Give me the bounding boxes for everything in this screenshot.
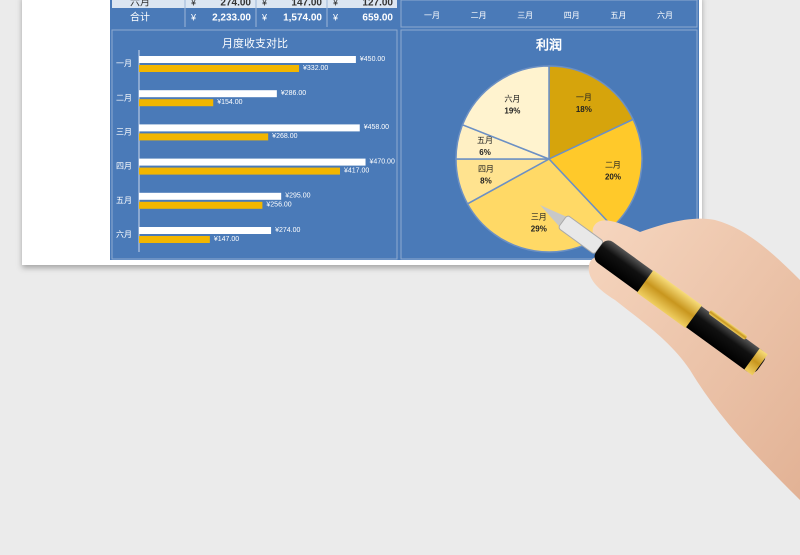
cell-value: 274.00	[220, 0, 251, 9]
row-label: 六月	[130, 0, 150, 9]
value-label: ¥458.00	[364, 124, 389, 131]
value-label: ¥286.00	[281, 90, 306, 97]
row-label: 合计	[130, 11, 150, 24]
cell-value: 2,233.00	[212, 13, 251, 24]
bar	[139, 236, 210, 243]
pen-nib	[540, 205, 567, 227]
bar	[139, 167, 340, 175]
bar	[139, 227, 272, 234]
currency: ¥	[261, 12, 268, 22]
value-label: ¥256.00	[266, 202, 291, 209]
x-tick-label: 四月	[564, 11, 580, 20]
cell-value: 659.00	[362, 13, 393, 24]
bar	[139, 56, 356, 63]
cell-value: 1,574.00	[283, 13, 322, 24]
x-tick-label: 三月	[517, 11, 533, 20]
value-label: ¥332.00	[303, 65, 328, 72]
bar	[139, 65, 300, 72]
value-label: ¥470.00	[370, 158, 395, 165]
bar	[139, 99, 214, 107]
value-label: ¥147.00	[214, 236, 239, 243]
slice-label: 二月	[605, 160, 621, 169]
value-label: ¥154.00	[217, 99, 242, 106]
pen-band	[636, 270, 702, 329]
currency: ¥	[332, 12, 339, 22]
slice-value: 19%	[504, 106, 520, 115]
y-tick-label: 六月	[116, 229, 132, 239]
bar	[139, 124, 360, 132]
bar-panel	[111, 29, 398, 260]
cell-value: 127.00	[362, 0, 393, 9]
pen-end	[744, 348, 768, 376]
x-tick-label: 一月	[424, 11, 440, 20]
y-tick-label: 二月	[116, 93, 132, 102]
y-tick-label: 三月	[116, 128, 132, 137]
pie-slice	[461, 65, 550, 161]
value-label: ¥417.00	[344, 167, 369, 174]
slice-label: 六月	[504, 93, 520, 103]
cropped-chart-panel	[400, 0, 698, 28]
y-tick-label: 五月	[116, 196, 132, 205]
x-tick-label: 二月	[471, 11, 487, 20]
table-total-bg	[112, 9, 397, 27]
slice-label: 三月	[531, 212, 547, 221]
slice-value: 6%	[479, 148, 491, 157]
value-label: ¥274.00	[275, 227, 300, 234]
value-label: ¥268.00	[272, 133, 297, 140]
y-tick-label: 一月	[116, 59, 132, 68]
slice-value: 8%	[480, 176, 492, 185]
slice-label: 一月	[576, 93, 592, 102]
currency: ¥	[190, 12, 197, 22]
cell-value: 147.00	[291, 0, 322, 9]
pie-slice	[547, 118, 643, 228]
slice-label: 四月	[478, 164, 494, 173]
bar	[139, 133, 269, 141]
chart-title: 月度收支对比	[222, 36, 288, 50]
slice-value: 18%	[576, 105, 592, 114]
bar	[139, 201, 263, 209]
value-label: ¥295.00	[285, 193, 310, 200]
slice-value: 29%	[531, 224, 547, 233]
pen-clip	[709, 310, 747, 340]
pie-slice	[548, 65, 635, 161]
bar	[139, 192, 282, 200]
currency: ¥	[261, 0, 268, 7]
currency: ¥	[332, 0, 339, 7]
pen	[540, 205, 768, 376]
slice-value: 20%	[605, 172, 621, 181]
value-label: ¥450.00	[360, 56, 385, 63]
bar	[139, 158, 366, 166]
y-tick-label: 四月	[116, 162, 132, 171]
x-tick-label: 五月	[610, 11, 626, 20]
slice-label: 五月	[477, 136, 493, 145]
bar	[139, 90, 277, 98]
pen-grip	[558, 215, 604, 254]
x-tick-label: 六月	[657, 10, 673, 20]
content: 六月 ¥274.00 ¥147.00 ¥127.00 合计 ¥2,233.00 ¥1,574…	[116, 0, 673, 253]
chart-title: 利润	[536, 37, 562, 52]
currency: ¥	[190, 0, 197, 7]
table-row-bg	[112, 0, 397, 8]
